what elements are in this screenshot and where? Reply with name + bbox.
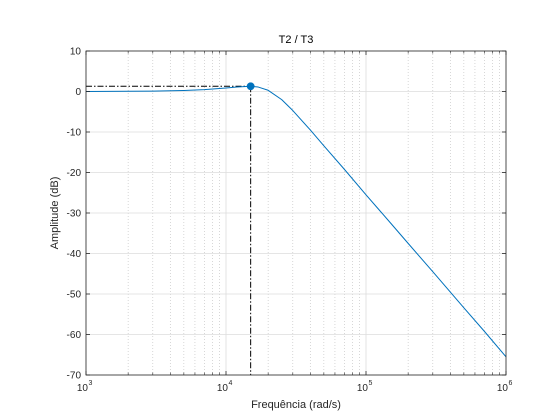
x-tick-labels: 10 3 10 4 10 5 10 6: [77, 380, 513, 394]
x-tick-label: 10 5: [357, 380, 373, 394]
x-tick-label: 10 3: [77, 380, 93, 394]
y-tick-label: 0: [75, 87, 81, 98]
series-layer: [85, 85, 507, 358]
y-tick-label: -60: [67, 330, 82, 341]
x-tick-label-base: 10: [77, 383, 89, 394]
y-tick-label: -20: [67, 168, 82, 179]
y-tick-labels: 10 0 -10 -20 -30 -40 -50 -60 -70: [67, 47, 82, 382]
x-tick-label: 10 4: [217, 380, 233, 394]
x-tick-label-exponent: 6: [509, 380, 513, 387]
x-tick-label-base: 10: [497, 383, 509, 394]
y-tick-label: -50: [67, 290, 82, 301]
axis-ticks: [85, 50, 507, 376]
magnitude-series-line: [85, 85, 507, 358]
x-tick-label-exponent: 4: [229, 380, 233, 387]
x-tick-label-exponent: 5: [369, 380, 373, 387]
x-tick-label: 10 6: [497, 380, 513, 394]
markers-layer: [246, 82, 255, 91]
chart-title: T2 / T3: [279, 34, 314, 46]
y-axis-label: Amplitude (dB): [49, 177, 61, 250]
x-axis-label: Frequência (rad/s): [251, 399, 341, 411]
y-tick-label: -70: [67, 371, 82, 382]
x-tick-label-exponent: 3: [89, 380, 93, 387]
y-tick-label: 10: [70, 47, 82, 58]
peak-guides: [86, 85, 252, 375]
y-tick-label: -40: [67, 249, 82, 260]
x-tick-label-base: 10: [357, 383, 369, 394]
y-tick-label: -30: [67, 209, 82, 220]
y-tick-label: -10: [67, 128, 82, 139]
x-tick-label-base: 10: [217, 383, 229, 394]
peak-marker-point: [246, 82, 255, 91]
